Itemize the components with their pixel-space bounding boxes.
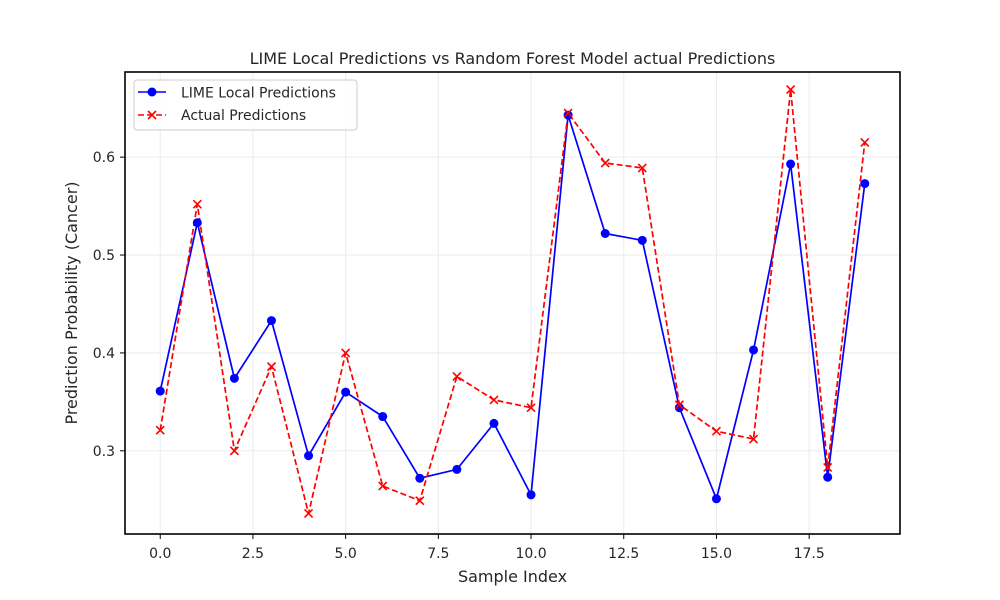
data-point-actual (489, 395, 499, 405)
x-marker-stroke (155, 425, 165, 435)
data-point-actual (452, 371, 462, 381)
y-tick-label: 0.4 (93, 346, 115, 362)
x-marker-stroke (266, 362, 277, 372)
data-point-lime (749, 345, 759, 355)
data-point-lime (823, 472, 833, 482)
x-tick-label: 7.5 (427, 546, 449, 562)
x-tick-label: 10.0 (515, 546, 546, 562)
y-axis-label: Prediction Probability (Cancer) (62, 181, 81, 424)
legend-label-actual: Actual Predictions (181, 108, 306, 124)
x-marker-stroke (526, 403, 536, 413)
data-point-lime (600, 229, 610, 239)
data-point-actual (155, 425, 165, 435)
x-tick-label: 0.0 (149, 546, 171, 562)
data-point-lime (415, 473, 425, 483)
y-tick-label: 0.5 (93, 248, 115, 264)
data-point-lime (674, 403, 684, 413)
data-point-actual (192, 199, 202, 209)
y-tick-label: 0.3 (93, 444, 115, 460)
legend-marker-lime (147, 87, 157, 97)
x-marker-stroke (192, 199, 202, 209)
data-point-actual (341, 348, 351, 358)
x-tick-label: 15.0 (701, 546, 732, 562)
data-point-lime (229, 373, 239, 383)
x-marker-stroke (303, 508, 314, 519)
data-point-actual (860, 137, 870, 148)
x-marker-stroke (229, 446, 239, 456)
x-marker-stroke (711, 426, 722, 436)
x-tick-label: 17.5 (794, 546, 825, 562)
data-point-actual (563, 108, 573, 118)
data-point-lime (637, 235, 647, 245)
x-marker-stroke (452, 371, 462, 381)
x-tick-label: 5.0 (335, 546, 357, 562)
x-marker-stroke (341, 348, 351, 358)
x-axis-label: Sample Index (458, 567, 567, 586)
data-point-lime (266, 316, 276, 326)
legend-box (133, 79, 358, 131)
data-point-lime (563, 110, 573, 120)
data-point-actual (303, 508, 314, 519)
data-point-actual (786, 85, 796, 95)
grid-lines (125, 72, 900, 534)
legend-label-lime: LIME Local Predictions (181, 86, 336, 102)
data-point-lime (786, 159, 796, 169)
data-point-actual (378, 481, 388, 491)
series-lines (159, 88, 866, 515)
x-marker-stroke (786, 85, 796, 95)
data-point-lime (155, 386, 165, 396)
legend: LIME Local Predictions Actual Prediction… (133, 79, 358, 131)
x-marker-stroke (823, 462, 833, 473)
series-line-actual (159, 88, 866, 515)
x-marker-stroke (563, 108, 573, 118)
x-marker-stroke (415, 496, 425, 506)
data-point-lime (341, 387, 351, 397)
x-tick-label: 12.5 (608, 546, 639, 562)
data-point-lime (489, 418, 499, 428)
data-point-lime (452, 464, 462, 474)
x-marker-stroke (600, 158, 610, 168)
data-point-lime (711, 494, 721, 504)
plot-frame (124, 71, 901, 535)
data-point-lime (304, 451, 314, 461)
series-markers (155, 85, 870, 519)
x-marker-stroke (748, 434, 759, 444)
series-line-lime (159, 114, 866, 500)
data-point-actual (229, 446, 239, 456)
data-point-lime (526, 490, 536, 500)
x-marker-stroke (489, 395, 499, 405)
x-marker-stroke (860, 137, 870, 148)
x-marker-stroke (378, 481, 388, 491)
legend-marker-actual (147, 110, 157, 120)
data-point-actual (823, 462, 833, 473)
data-point-actual (674, 400, 684, 410)
data-point-lime (860, 179, 870, 189)
x-tick-label: 2.5 (242, 546, 264, 562)
x-marker-stroke (637, 163, 647, 173)
y-tick-label: 0.6 (93, 150, 115, 166)
data-point-actual (711, 426, 722, 436)
data-point-actual (415, 496, 425, 506)
data-point-actual (526, 403, 536, 413)
data-point-lime (378, 412, 388, 422)
x-axis-ticks: 0.0 2.5 5.0 7.5 10.0 12.5 15.0 17.5 (149, 534, 825, 562)
chart-title: LIME Local Predictions vs Random Forest … (250, 49, 776, 68)
data-point-actual (748, 434, 759, 444)
x-marker-stroke (674, 400, 684, 410)
data-point-actual (600, 158, 610, 168)
data-point-actual (637, 163, 647, 173)
y-axis-ticks: 0.3 0.4 0.5 0.6 (93, 150, 125, 460)
data-point-actual (266, 362, 277, 372)
data-point-lime (192, 218, 202, 228)
